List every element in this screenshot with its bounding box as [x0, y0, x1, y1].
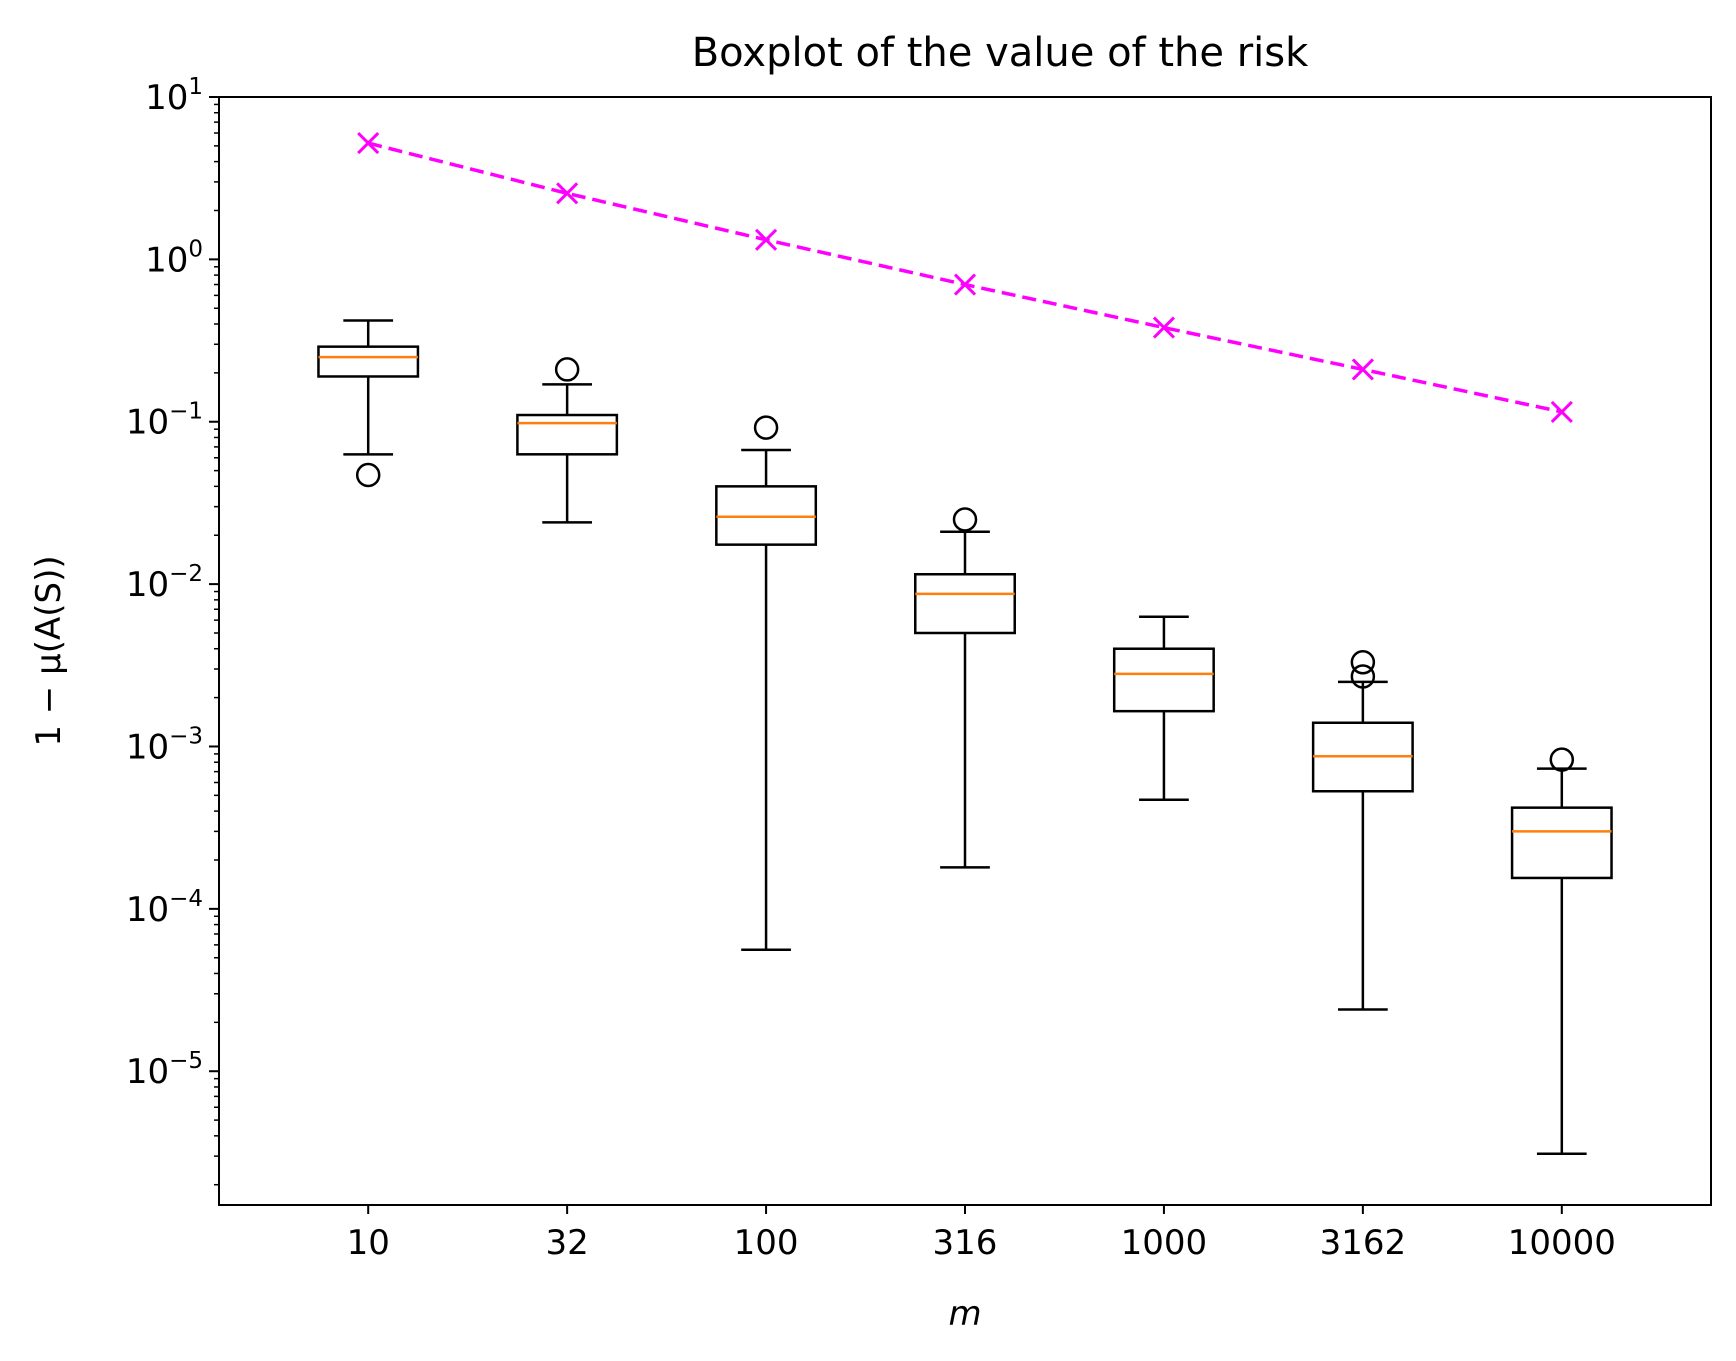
y-tick-base: 10: [145, 240, 188, 280]
x-tick-label: 10000: [1508, 1223, 1616, 1263]
x-tick-label: 3162: [1320, 1223, 1407, 1263]
x-tick-label: 316: [933, 1223, 998, 1263]
marker-stroke: [1152, 316, 1175, 339]
iqr-box: [1510, 806, 1613, 880]
outlier-point: [1350, 650, 1376, 675]
x-tick-label: 32: [546, 1223, 589, 1263]
y-tick-exponent: −5: [169, 1048, 203, 1074]
y-tick-label: 10−3: [126, 723, 203, 767]
box-32: [516, 357, 619, 524]
box-3162: [1311, 650, 1414, 1011]
x-tick-label: 1000: [1121, 1223, 1208, 1263]
line-marker: [1351, 358, 1374, 381]
box-10: [317, 319, 420, 488]
y-tick-base: 10: [126, 890, 169, 930]
y-tick-label: 100: [145, 236, 203, 280]
outlier-point: [1350, 664, 1376, 689]
chart-title: Boxplot of the value of the risk: [692, 30, 1309, 76]
iqr-box: [516, 413, 619, 456]
risk-bound-line: [367, 141, 1563, 414]
line-marker: [1152, 316, 1175, 339]
outlier-point: [952, 507, 978, 532]
y-tick-exponent: 1: [188, 74, 203, 100]
box-1000: [1112, 615, 1215, 801]
box-10000: [1510, 747, 1613, 1156]
line-marker: [1550, 400, 1573, 423]
marker-stroke: [357, 132, 380, 155]
marker-stroke: [1351, 358, 1374, 381]
y-tick-base: 10: [145, 78, 188, 118]
y-tick-label: 10−5: [126, 1048, 203, 1092]
y-tick-exponent: 0: [188, 236, 203, 262]
x-tick-label: 100: [734, 1223, 799, 1263]
line-marker: [357, 132, 380, 155]
iqr-box: [1112, 647, 1215, 713]
line-marker: [755, 228, 778, 251]
y-tick-exponent: −4: [169, 886, 203, 912]
x-tick-label: 10: [347, 1223, 390, 1263]
marker-stroke: [556, 182, 579, 205]
box-316: [914, 507, 1016, 869]
x-ticks: 10 32 100 316 1000 3162 10000: [347, 1205, 1616, 1263]
iqr-box: [317, 345, 420, 378]
box-100: [715, 415, 818, 951]
y-tick-exponent: −2: [169, 561, 203, 587]
line-marker: [953, 273, 977, 296]
y-tick-base: 10: [126, 1052, 169, 1092]
outlier-point: [355, 462, 381, 488]
marker-stroke: [1550, 400, 1573, 423]
marker-stroke: [953, 273, 977, 296]
y-tick-exponent: −1: [169, 399, 203, 425]
line-marker: [556, 182, 579, 205]
outlier-point: [753, 415, 779, 440]
marker-stroke: [755, 228, 778, 251]
outlier-point: [554, 357, 580, 382]
y-tick-base: 10: [126, 727, 169, 767]
y-tick-label: 10−4: [126, 886, 203, 930]
risk-bound-line-group: [357, 132, 1573, 423]
outlier-point: [1549, 747, 1575, 772]
y-tick-label: 10−1: [126, 399, 203, 443]
boxes-group: [317, 319, 1613, 1156]
y-tick-label: 101: [145, 74, 203, 118]
y-axis-label: 1 − μ(A(S)): [29, 555, 69, 746]
y-tick-base: 10: [126, 565, 169, 605]
y-tick-exponent: −3: [169, 723, 203, 749]
iqr-box: [914, 573, 1016, 635]
x-axis-label: m: [948, 1294, 981, 1334]
y-tick-base: 10: [126, 403, 169, 443]
y-tick-label: 10−2: [126, 561, 203, 605]
